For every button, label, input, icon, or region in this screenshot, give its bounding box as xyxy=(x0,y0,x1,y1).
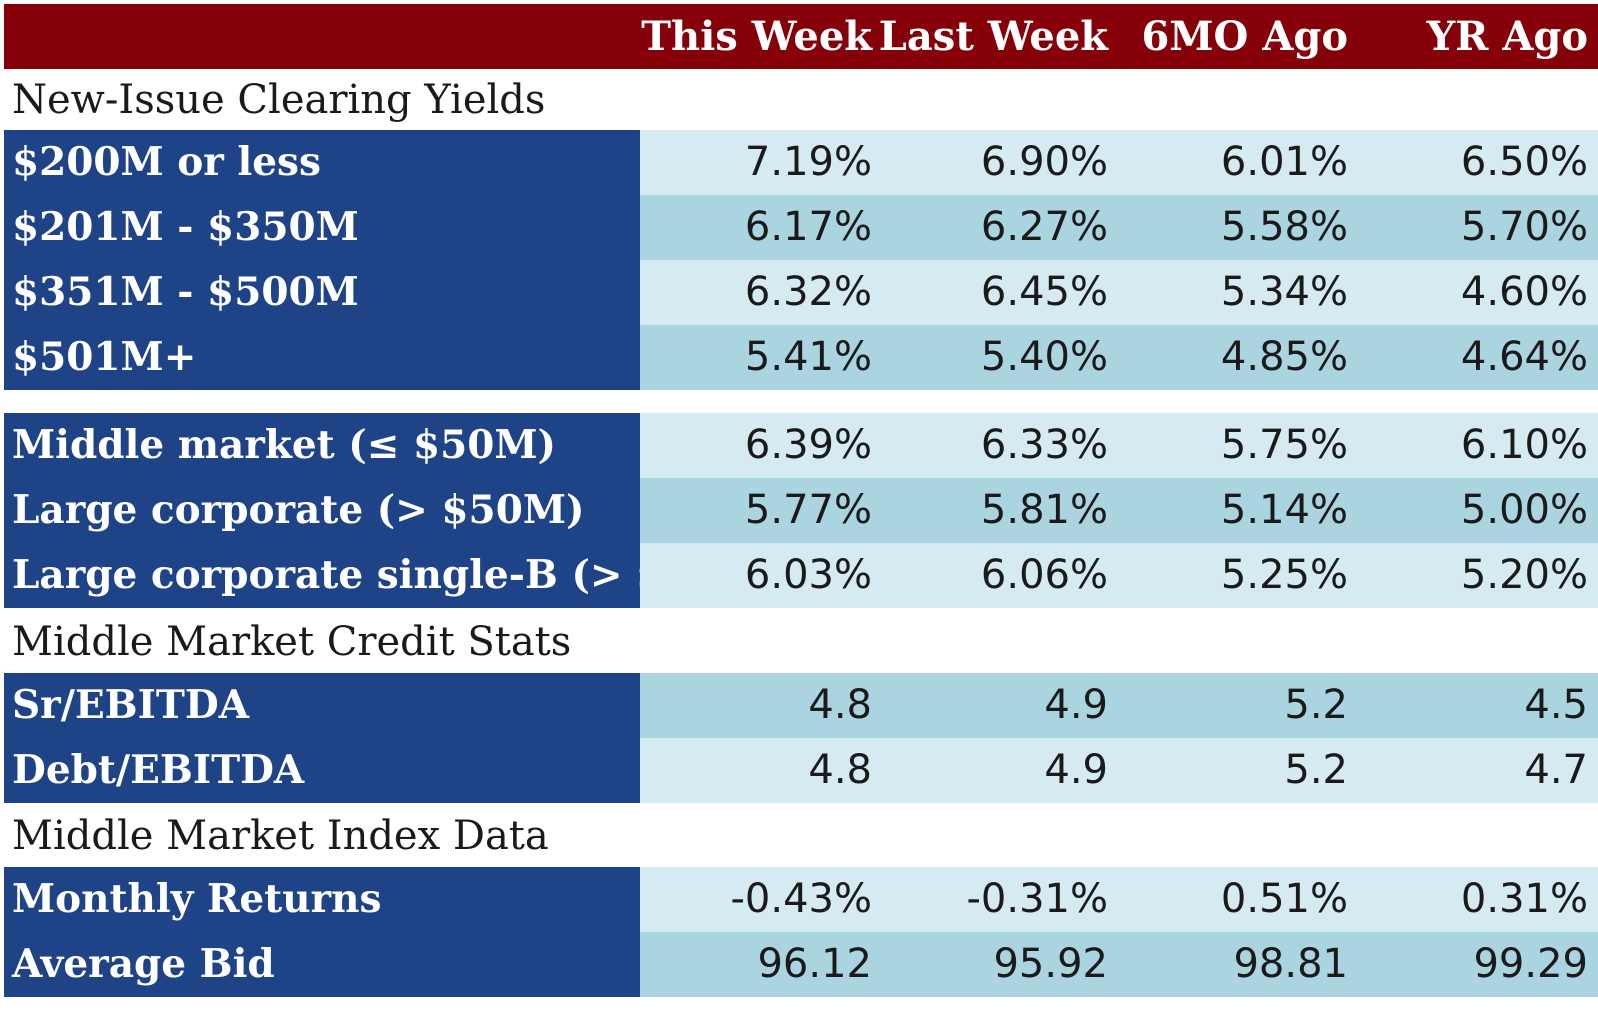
cell-last-week: 6.27% xyxy=(980,204,1108,250)
cell-yr-ago: 5.70% xyxy=(1460,204,1588,250)
table-row: Large corporate (> $50M) 5.77% 5.81% 5.1… xyxy=(4,478,1598,543)
cell-this-week: 5.77% xyxy=(744,487,872,533)
row-label: $501M+ xyxy=(4,325,640,390)
cell-this-week: 4.8 xyxy=(808,747,872,793)
cell-yr-ago: 4.60% xyxy=(1460,269,1588,315)
cell-this-week: 5.41% xyxy=(744,334,872,380)
row-values xyxy=(640,325,1598,390)
cell-this-week: 6.17% xyxy=(744,204,872,250)
row-label: $351M - $500M xyxy=(4,260,640,325)
cell-yr-ago: 99.29 xyxy=(1473,941,1588,987)
row-label: Large corporate single-B (> $50M xyxy=(4,543,640,608)
row-values xyxy=(640,543,1598,608)
row-values xyxy=(640,673,1598,738)
cell-6mo-ago: 5.14% xyxy=(1220,487,1348,533)
column-header-6mo-ago: 6MO Ago xyxy=(1141,13,1348,60)
table-row: $501M+ 5.41% 5.40% 4.85% 4.64% xyxy=(4,325,1598,390)
row-values xyxy=(640,932,1598,997)
cell-6mo-ago: 5.58% xyxy=(1220,204,1348,250)
row-label: Middle market (≤ $50M) xyxy=(4,413,640,478)
cell-yr-ago: 5.20% xyxy=(1460,552,1588,598)
row-values xyxy=(640,260,1598,325)
cell-6mo-ago: 5.25% xyxy=(1220,552,1348,598)
table-header: This Week Last Week 6MO Ago YR Ago xyxy=(4,4,1598,69)
cell-6mo-ago: 0.51% xyxy=(1220,876,1348,922)
row-values xyxy=(640,867,1598,932)
cell-last-week: 5.81% xyxy=(980,487,1108,533)
cell-yr-ago: 6.50% xyxy=(1460,139,1588,185)
cell-last-week: -0.31% xyxy=(966,876,1108,922)
cell-6mo-ago: 98.81 xyxy=(1233,941,1348,987)
cell-6mo-ago: 5.2 xyxy=(1284,747,1348,793)
cell-last-week: 6.90% xyxy=(980,139,1108,185)
row-values xyxy=(640,738,1598,803)
cell-yr-ago: 4.5 xyxy=(1524,682,1588,728)
cell-yr-ago: 0.31% xyxy=(1460,876,1588,922)
column-header-yr-ago: YR Ago xyxy=(1426,13,1588,60)
row-label: $200M or less xyxy=(4,130,640,195)
cell-this-week: 6.32% xyxy=(744,269,872,315)
table-row: Debt/EBITDA 4.8 4.9 5.2 4.7 xyxy=(4,738,1598,803)
cell-yr-ago: 4.7 xyxy=(1524,747,1588,793)
cell-last-week: 6.33% xyxy=(980,422,1108,468)
cell-6mo-ago: 5.2 xyxy=(1284,682,1348,728)
cell-6mo-ago: 5.34% xyxy=(1220,269,1348,315)
cell-6mo-ago: 6.01% xyxy=(1220,139,1348,185)
cell-yr-ago: 4.64% xyxy=(1460,334,1588,380)
row-label: Average Bid xyxy=(4,932,640,997)
table-row: Average Bid 96.12 95.92 98.81 99.29 xyxy=(4,932,1598,997)
row-label: $201M - $350M xyxy=(4,195,640,260)
row-values xyxy=(640,413,1598,478)
table-row: $351M - $500M 6.32% 6.45% 5.34% 4.60% xyxy=(4,260,1598,325)
cell-last-week: 6.45% xyxy=(980,269,1108,315)
cell-this-week: -0.43% xyxy=(730,876,872,922)
cell-this-week: 6.03% xyxy=(744,552,872,598)
cell-last-week: 6.06% xyxy=(980,552,1108,598)
cell-last-week: 5.40% xyxy=(980,334,1108,380)
row-values xyxy=(640,130,1598,195)
cell-6mo-ago: 4.85% xyxy=(1220,334,1348,380)
table-row: Sr/EBITDA 4.8 4.9 5.2 4.5 xyxy=(4,673,1598,738)
table-row: $200M or less 7.19% 6.90% 6.01% 6.50% xyxy=(4,130,1598,195)
row-values xyxy=(640,195,1598,260)
section-title-credit-stats: Middle Market Credit Stats xyxy=(12,619,572,665)
cell-this-week: 6.39% xyxy=(744,422,872,468)
table-row: Middle market (≤ $50M) 6.39% 6.33% 5.75%… xyxy=(4,413,1598,478)
table-row: Large corporate single-B (> $50M 6.03% 6… xyxy=(4,543,1598,608)
section-title-index-data: Middle Market Index Data xyxy=(12,813,549,859)
column-header-last-week: Last Week xyxy=(878,13,1108,60)
table-row: $201M - $350M 6.17% 6.27% 5.58% 5.70% xyxy=(4,195,1598,260)
cell-yr-ago: 5.00% xyxy=(1460,487,1588,533)
table-row: Monthly Returns -0.43% -0.31% 0.51% 0.31… xyxy=(4,867,1598,932)
row-label: Large corporate (> $50M) xyxy=(4,478,640,543)
section-title-new-issue: New-Issue Clearing Yields xyxy=(12,77,546,123)
row-label: Monthly Returns xyxy=(4,867,640,932)
column-header-this-week: This Week xyxy=(641,13,872,60)
cell-last-week: 95.92 xyxy=(993,941,1108,987)
cell-this-week: 4.8 xyxy=(808,682,872,728)
cell-yr-ago: 6.10% xyxy=(1460,422,1588,468)
cell-last-week: 4.9 xyxy=(1044,682,1108,728)
row-label: Debt/EBITDA xyxy=(4,738,640,803)
row-values xyxy=(640,478,1598,543)
cell-6mo-ago: 5.75% xyxy=(1220,422,1348,468)
row-label: Sr/EBITDA xyxy=(4,673,640,738)
cell-this-week: 7.19% xyxy=(744,139,872,185)
cell-last-week: 4.9 xyxy=(1044,747,1108,793)
cell-this-week: 96.12 xyxy=(757,941,872,987)
